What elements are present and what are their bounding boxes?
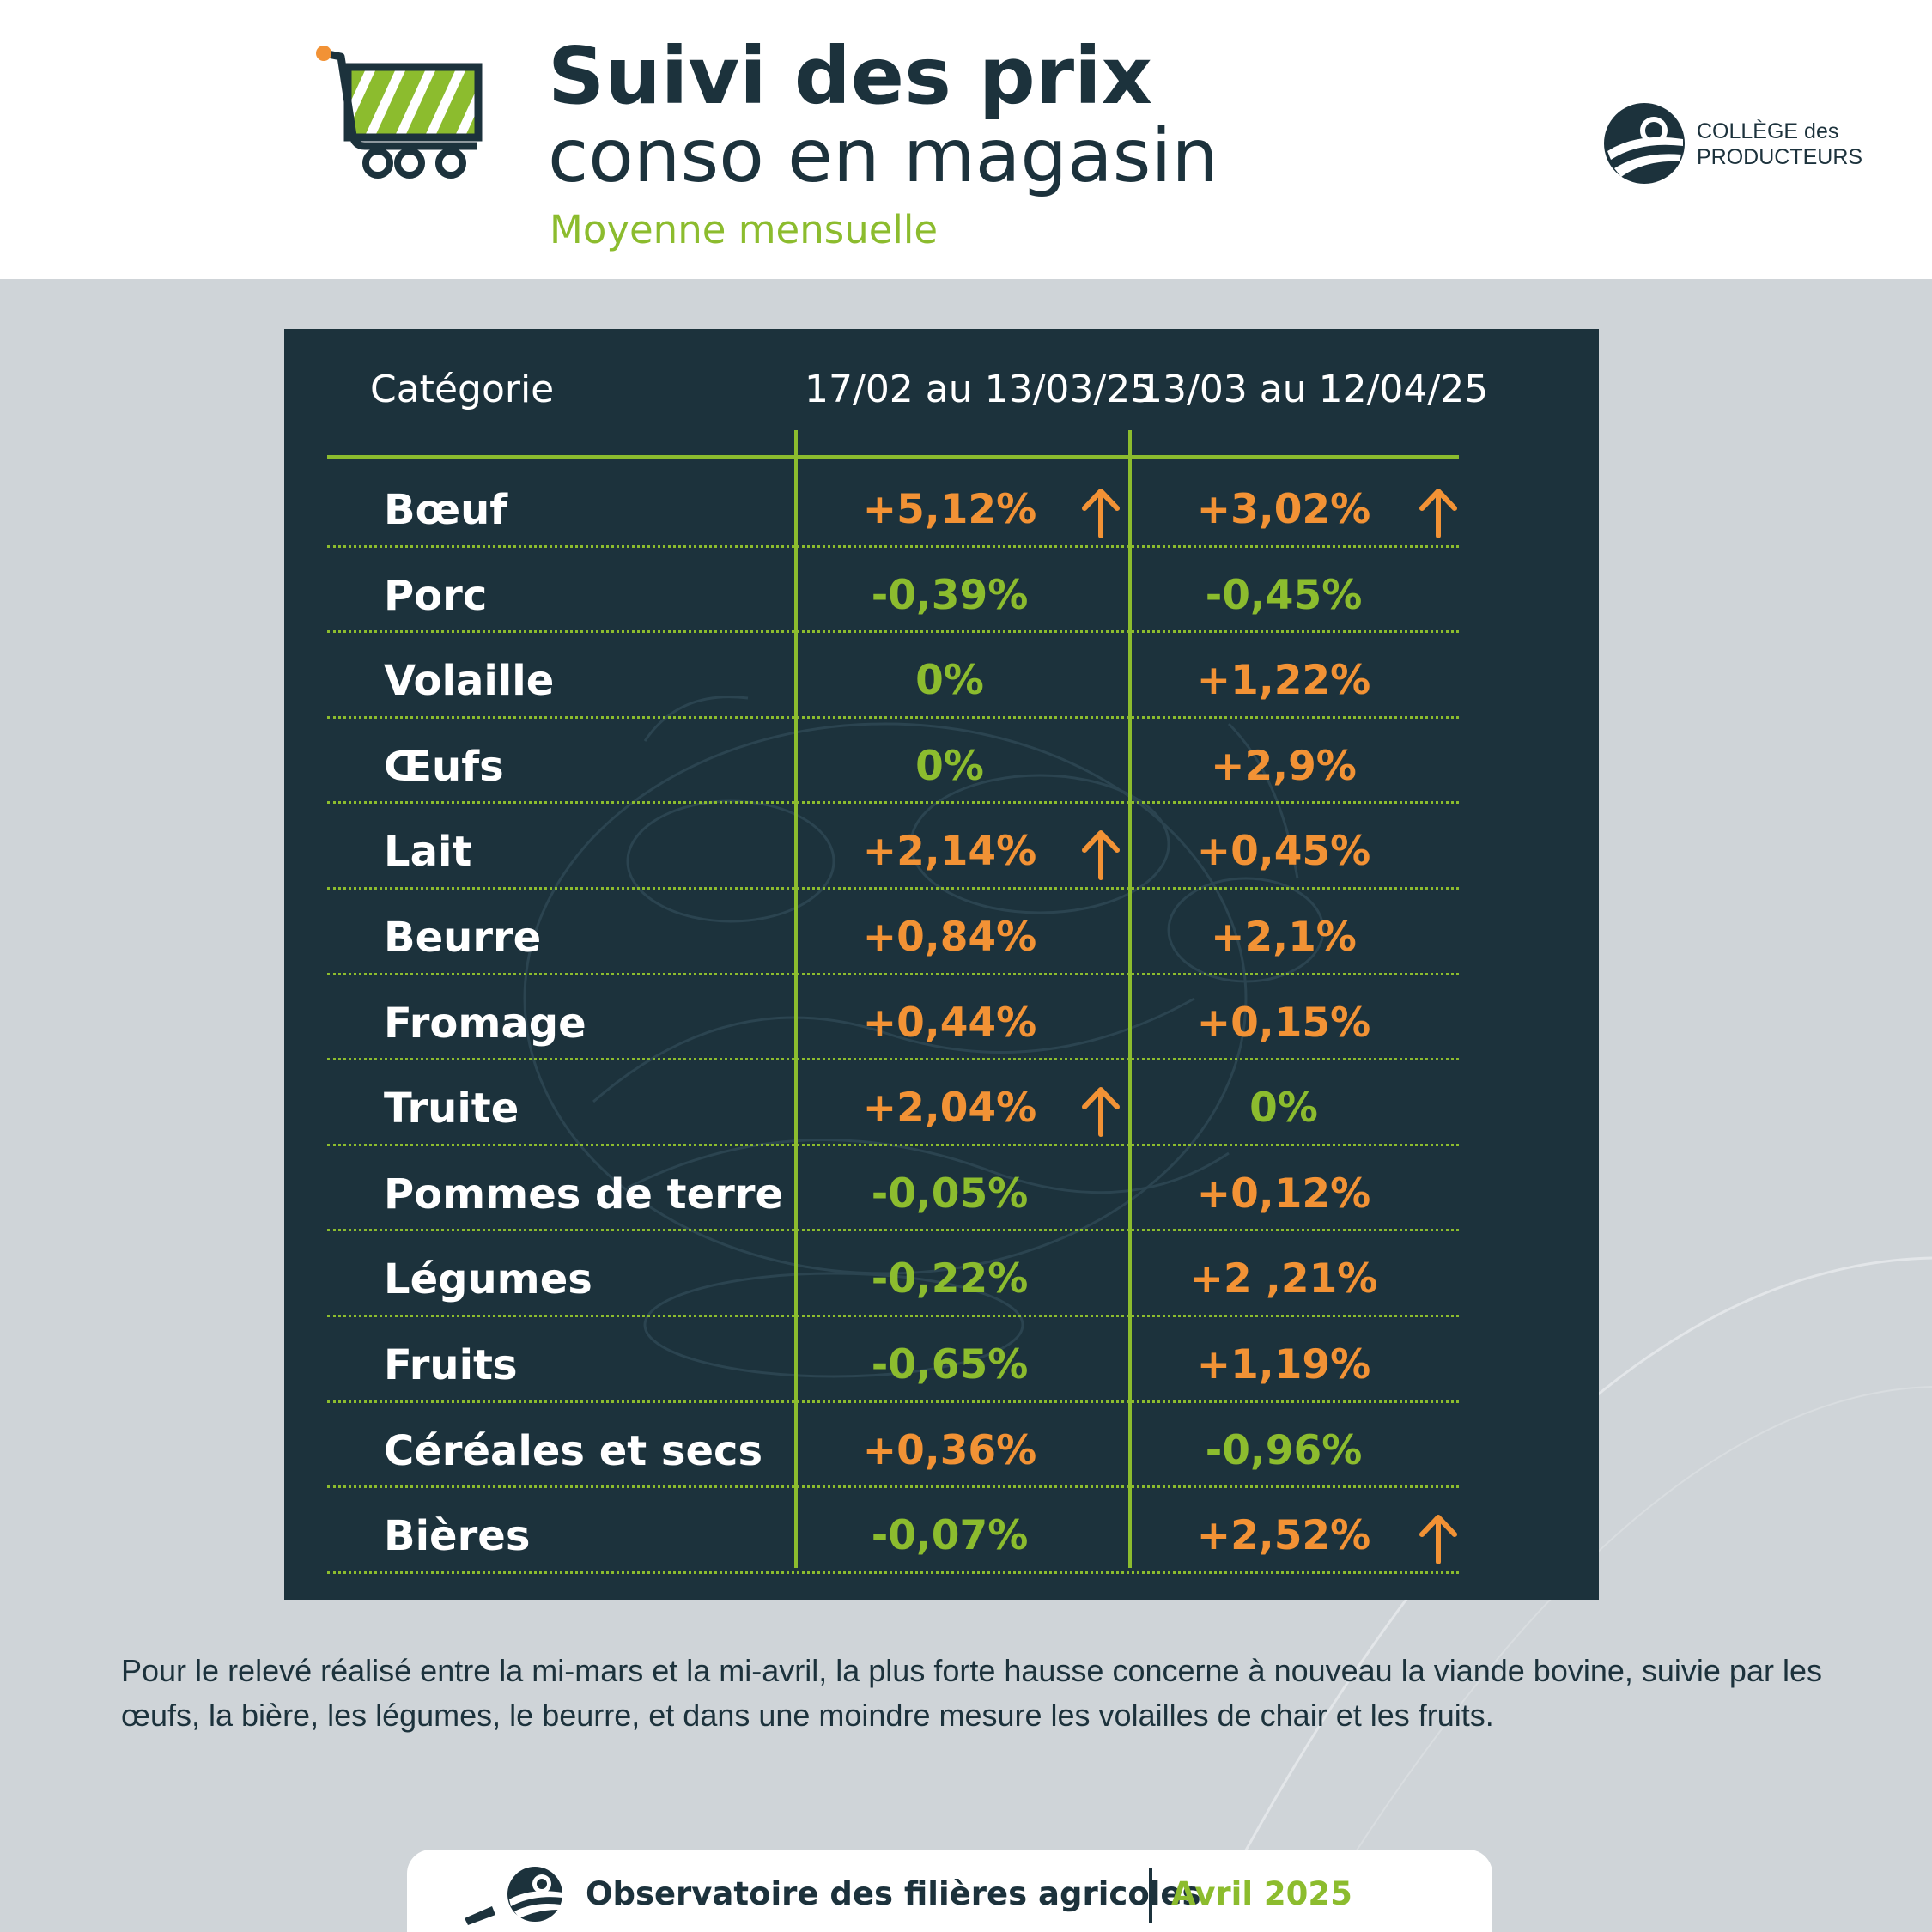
row-category: Bœuf (384, 486, 508, 534)
commentary-text: Pour le relevé réalisé entre la mi-mars … (121, 1653, 1822, 1733)
row-value-period-1: +2,14% (862, 828, 1037, 876)
row-value-period-2: -0,96% (1205, 1426, 1363, 1474)
column-header-category: Catégorie (370, 368, 555, 411)
row-value-period-1: -0,39% (871, 571, 1029, 619)
row-value-period-2: +3,02% (1196, 486, 1371, 533)
table-row: Volaille 0% +1,22% (327, 633, 1459, 719)
row-value-period-1: -0,65% (871, 1341, 1029, 1388)
row-divider (327, 801, 1459, 805)
arrow-up-icon (1417, 1514, 1460, 1565)
row-value-period-2: +2 ,21% (1189, 1255, 1378, 1303)
row-value-period-1: -0,22% (871, 1255, 1029, 1303)
row-value-period-2: +1,19% (1196, 1341, 1371, 1388)
page-title-secondary: conso en magasin (548, 113, 1218, 199)
college-logo-text: COLLÈGE des PRODUCTEURS (1697, 119, 1863, 169)
row-value-period-1: 0% (915, 742, 984, 790)
college-logo-icon (1604, 103, 1685, 184)
row-divider (327, 630, 1459, 634)
row-value-period-1: +0,44% (862, 999, 1037, 1047)
table-row: Bœuf +5,12% +3,02% (327, 462, 1459, 548)
row-category: Truite (384, 1084, 519, 1133)
row-value-period-1: +2,04% (862, 1084, 1037, 1133)
row-value-period-2: +0,45% (1196, 828, 1371, 876)
row-category: Beurre (384, 914, 542, 962)
row-value-period-1: +0,84% (862, 914, 1037, 961)
page-header: Suivi des prix conso en magasin Moyenne … (0, 0, 1932, 279)
row-divider (327, 544, 1459, 548)
row-divider (327, 1058, 1459, 1061)
observatoire-logo-icon (465, 1867, 562, 1925)
arrow-up-icon (1079, 829, 1122, 881)
row-category: Lait (384, 828, 472, 877)
column-header-period-1: 17/02 au 13/03/25 (805, 368, 1155, 411)
row-value-period-2: +0,12% (1196, 1170, 1371, 1218)
row-value-period-1: +5,12% (862, 486, 1037, 533)
row-category: Légumes (384, 1255, 592, 1304)
row-divider (327, 1571, 1459, 1574)
column-divider (1128, 430, 1132, 1568)
row-value-period-2: +1,22% (1196, 657, 1371, 705)
table-row: Pommes de terre -0,05% +0,12% (327, 1146, 1459, 1232)
row-value-period-2: +2,52% (1196, 1512, 1371, 1560)
row-value-period-2: +2,9% (1211, 742, 1357, 790)
content-area: Catégorie 17/02 au 13/03/25 13/03 au 12/… (0, 279, 1932, 1932)
row-divider (327, 1485, 1459, 1489)
row-category: Pommes de terre (384, 1170, 784, 1218)
header-divider (327, 455, 1459, 459)
row-divider (327, 972, 1459, 975)
table-row: Fruits -0,65% +1,19% (327, 1317, 1459, 1403)
row-divider (327, 1229, 1459, 1232)
table-row: Bières -0,07% +2,52% (327, 1488, 1459, 1574)
shopping-cart-icon (316, 46, 483, 179)
row-value-period-2: 0% (1249, 1084, 1318, 1133)
row-divider (327, 1314, 1459, 1317)
table-row: Porc -0,39% -0,45% (327, 548, 1459, 634)
price-table: Catégorie 17/02 au 13/03/25 13/03 au 12/… (284, 329, 1599, 1600)
college-logo: COLLÈGE des PRODUCTEURS (1602, 101, 1863, 187)
table-row: Œufs 0% +2,9% (327, 719, 1459, 805)
row-divider (327, 715, 1459, 719)
row-category: Porc (384, 571, 488, 620)
table-row: Légumes -0,22% +2 ,21% (327, 1231, 1459, 1317)
column-header-period-2: 13/03 au 12/04/25 (1139, 368, 1489, 411)
row-category: Volaille (384, 657, 555, 706)
row-category: Fruits (384, 1341, 518, 1389)
column-divider (794, 430, 798, 1568)
row-divider (327, 1400, 1459, 1403)
page-title: Suivi des prix (548, 30, 1152, 122)
footer-divider (1149, 1868, 1152, 1923)
arrow-up-icon (1079, 488, 1122, 539)
row-value-period-2: -0,45% (1205, 571, 1363, 619)
arrow-up-icon (1417, 488, 1460, 539)
footer-organization: Observatoire des filières agricoles (586, 1875, 1201, 1912)
row-category: Bières (384, 1512, 531, 1561)
table-row: Truite +2,04% 0% (327, 1060, 1459, 1146)
table-row: Lait +2,14% +0,45% (327, 804, 1459, 890)
row-value-period-1: +0,36% (862, 1426, 1037, 1474)
row-value-period-2: +0,15% (1196, 999, 1371, 1047)
row-category: Œufs (384, 742, 504, 791)
row-value-period-1: -0,05% (871, 1170, 1029, 1218)
decorative-food-illustration (523, 696, 1325, 1378)
page-subtitle: Moyenne mensuelle (550, 207, 939, 252)
footer-banner: Observatoire des filières agricoles Avri… (407, 1850, 1492, 1932)
row-category: Fromage (384, 999, 586, 1048)
table-row: Fromage +0,44% +0,15% (327, 975, 1459, 1061)
arrow-up-icon (1079, 1086, 1122, 1138)
footer-date: Avril 2025 (1171, 1875, 1352, 1912)
row-value-period-1: -0,07% (871, 1512, 1029, 1560)
row-divider (327, 1143, 1459, 1146)
table-row: Céréales et secs +0,36% -0,96% (327, 1403, 1459, 1489)
row-divider (327, 886, 1459, 890)
row-value-period-1: 0% (915, 657, 984, 705)
row-value-period-2: +2,1% (1211, 914, 1357, 961)
row-category: Céréales et secs (384, 1426, 763, 1475)
table-row: Beurre +0,84% +2,1% (327, 890, 1459, 975)
